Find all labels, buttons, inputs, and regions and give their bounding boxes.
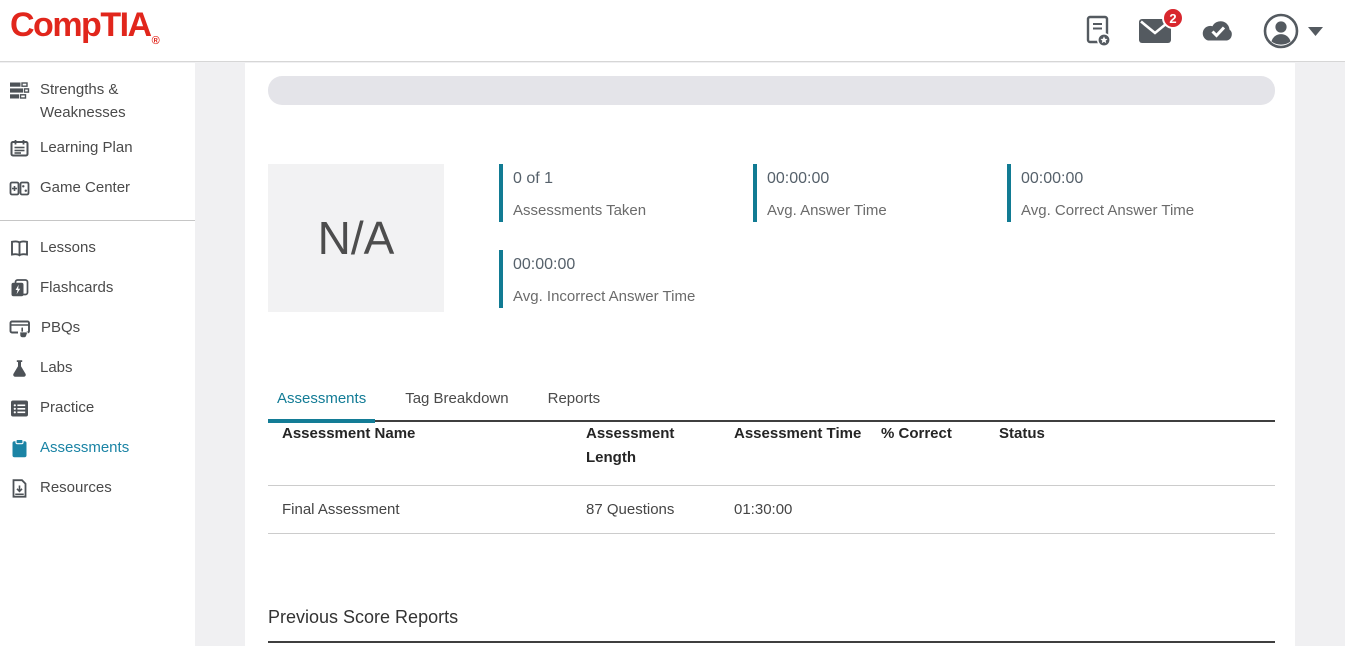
table-header-row: Assessment Name Assessment Length Assess… bbox=[268, 405, 1275, 486]
header-icon-bar: 2 bbox=[1086, 0, 1323, 62]
account-menu[interactable] bbox=[1263, 13, 1323, 49]
tab-reports[interactable]: Reports bbox=[547, 390, 601, 407]
sidebar-item-label: Flashcards bbox=[40, 279, 114, 296]
sidebar-item-assessments[interactable]: Assessments bbox=[0, 430, 195, 470]
col-status: Status bbox=[999, 405, 1275, 486]
top-header: CompTIA® 2 bbox=[0, 0, 1345, 62]
clipboard-icon bbox=[9, 436, 30, 464]
cell-assessment-length: 87 Questions bbox=[586, 485, 734, 534]
notebook-icon bbox=[9, 136, 30, 164]
cell-assessment-name[interactable]: Final Assessment bbox=[268, 485, 586, 534]
table-row-final-assessment[interactable]: Final Assessment 87 Questions 01:30:00 bbox=[268, 485, 1275, 534]
bars-icon bbox=[9, 78, 30, 106]
cell-percent-correct bbox=[881, 485, 999, 534]
flask-icon bbox=[9, 356, 30, 384]
tab-tag-breakdown[interactable]: Tag Breakdown bbox=[405, 390, 509, 407]
game-dice-icon bbox=[9, 176, 30, 204]
stat-assessments-taken: 0 of 1 Assessments Taken bbox=[499, 164, 745, 222]
previous-score-reports-title: Previous Score Reports bbox=[268, 607, 459, 627]
sidebar-item-label: Assessments bbox=[40, 439, 130, 456]
sidebar-item-label: Game Center bbox=[40, 179, 131, 196]
sidebar-item-label: Learning Plan bbox=[40, 139, 133, 156]
account-icon bbox=[1263, 13, 1299, 49]
sidebar-item-label: Strengths & Weaknesses bbox=[40, 81, 126, 121]
sidebar-item-flashcards[interactable]: Flashcards bbox=[0, 270, 195, 310]
stat-avg-correct-answer-time: 00:00:00 Avg. Correct Answer Time bbox=[1007, 164, 1253, 222]
stat-value: 00:00:00 bbox=[1021, 170, 1084, 187]
sidebar-item-label: PBQs bbox=[41, 319, 81, 336]
col-assessment-time: Assessment Time bbox=[734, 405, 881, 486]
stat-value: 0 of 1 bbox=[513, 170, 554, 187]
assessments-table: Assessment Name Assessment Length Assess… bbox=[268, 405, 1275, 534]
list-icon bbox=[9, 396, 30, 424]
sidebar-item-game-center[interactable]: Game Center bbox=[0, 170, 195, 210]
stat-label: Avg. Answer Time bbox=[767, 202, 887, 219]
sidebar-item-learning-plan[interactable]: Learning Plan bbox=[0, 130, 195, 170]
comptia-logo[interactable]: CompTIA® bbox=[10, 6, 160, 47]
previous-score-reports-divider bbox=[268, 641, 1275, 643]
assessment-progress-bar bbox=[268, 76, 1275, 105]
stat-avg-incorrect-answer-time: 00:00:00 Avg. Incorrect Answer Time bbox=[499, 250, 745, 308]
download-doc-icon bbox=[9, 476, 30, 504]
browser-hand-icon bbox=[9, 316, 31, 344]
stat-label: Avg. Incorrect Answer Time bbox=[513, 288, 696, 305]
col-assessment-length: Assessment Length bbox=[586, 405, 734, 486]
unread-count-badge: 2 bbox=[1162, 7, 1184, 29]
sidebar-item-practice[interactable]: Practice bbox=[0, 390, 195, 430]
sidebar-item-label: Practice bbox=[40, 399, 95, 416]
stat-value: 00:00:00 bbox=[513, 256, 576, 273]
logo-text: CompTIA bbox=[10, 6, 152, 44]
main-content: N/A 0 of 1 Assessments Taken 00:00:00 Av… bbox=[245, 63, 1295, 646]
cell-status bbox=[999, 485, 1275, 534]
col-percent-correct: % Correct bbox=[881, 405, 999, 486]
flashcard-bolt-icon bbox=[9, 276, 30, 304]
overall-score-box: N/A bbox=[268, 164, 444, 312]
sidebar-item-lessons[interactable]: Lessons bbox=[0, 230, 195, 270]
sidebar-divider bbox=[0, 220, 195, 221]
col-assessment-name: Assessment Name bbox=[268, 405, 586, 486]
cloud-sync-icon[interactable] bbox=[1199, 18, 1236, 45]
stat-value: 00:00:00 bbox=[767, 170, 830, 187]
sidebar-item-strengths-weaknesses[interactable]: Strengths & Weaknesses bbox=[0, 72, 195, 130]
sidebar-item-pbqs[interactable]: PBQs bbox=[0, 310, 195, 350]
stat-label: Avg. Correct Answer Time bbox=[1021, 202, 1195, 219]
score-report-icon[interactable] bbox=[1086, 15, 1111, 47]
caret-down-icon bbox=[1308, 26, 1323, 36]
overall-score-value: N/A bbox=[317, 212, 395, 264]
sidebar-item-label: Resources bbox=[40, 479, 112, 496]
registered-mark: ® bbox=[151, 35, 160, 47]
open-book-icon bbox=[9, 236, 30, 264]
sidebar-nav: Strengths & Weaknesses Learning Plan bbox=[0, 63, 195, 646]
messages-icon[interactable]: 2 bbox=[1138, 7, 1184, 44]
sidebar-item-labs[interactable]: Labs bbox=[0, 350, 195, 390]
stat-label: Assessments Taken bbox=[513, 202, 647, 219]
sidebar-item-label: Lessons bbox=[40, 239, 96, 256]
cell-assessment-time: 01:30:00 bbox=[734, 485, 881, 534]
sidebar-item-label: Labs bbox=[40, 359, 73, 376]
stat-avg-answer-time: 00:00:00 Avg. Answer Time bbox=[753, 164, 999, 222]
sidebar-item-resources[interactable]: Resources bbox=[0, 470, 195, 510]
